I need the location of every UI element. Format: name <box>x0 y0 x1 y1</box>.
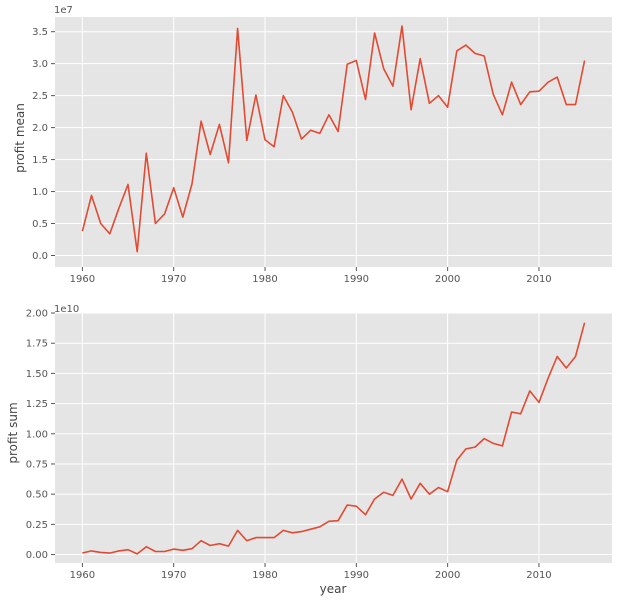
x-tick-label: 2000 <box>435 274 460 285</box>
profit-sum-line <box>82 322 586 555</box>
profit-sum-axis-label: profit sum <box>6 402 20 463</box>
y-tick-label: 2.0 <box>32 123 48 134</box>
y-tick-label: 0.00 <box>26 550 48 561</box>
x-tick-label: 1980 <box>252 570 277 581</box>
plot-area <box>55 17 612 267</box>
y-tick-label: 0.75 <box>26 459 48 470</box>
x-tick-label: 1990 <box>344 570 369 581</box>
x-tick-label: 1970 <box>161 274 186 285</box>
profit-mean-axis-label: profit mean <box>13 103 27 173</box>
y-tick-label: 0.50 <box>26 490 48 501</box>
plot-area <box>55 313 612 563</box>
y-tick-label: 1.0 <box>32 187 48 198</box>
y-tick-label: 1.50 <box>26 369 48 380</box>
y-tick-label: 1.00 <box>26 429 48 440</box>
y-tick-label: 2.5 <box>32 91 48 102</box>
profit-mean-chart: 1960 1970 1980 1990 2000 2010 0.0 0.5 1.0 1.5 2.0 2… <box>13 5 612 285</box>
y-tick-label: 1.25 <box>26 399 48 410</box>
x-tick-label: 1980 <box>252 274 277 285</box>
y-tick-label: 0.0 <box>32 251 48 262</box>
x-tick-label: 2000 <box>435 570 460 581</box>
y-tick-label: 0.25 <box>26 520 48 531</box>
year-axis-label: year <box>320 582 347 596</box>
x-tick-label: 1960 <box>70 274 95 285</box>
x-tick-label: 2010 <box>526 274 551 285</box>
y-tick-label: 2.00 <box>26 309 48 320</box>
y-tick-label: 3.0 <box>32 59 48 70</box>
profit-sum-chart: 1960 1970 1980 1990 2000 2010 0.00 0.25 0.50 0.75… <box>6 304 612 596</box>
x-tick-label: 1960 <box>70 570 95 581</box>
profit-mean-offset-label: 1e7 <box>54 5 73 16</box>
profit-mean-line <box>81 25 586 253</box>
y-tick-label: 1.5 <box>32 155 48 166</box>
profit-sum-offset-label: 1e10 <box>54 304 79 315</box>
x-tick-label: 1970 <box>161 570 186 581</box>
y-tick-label: 3.5 <box>32 27 48 38</box>
y-tick-label: 0.5 <box>32 219 48 230</box>
y-tick-label: 1.75 <box>26 339 48 350</box>
x-tick-label: 1990 <box>344 274 369 285</box>
x-tick-label: 2010 <box>526 570 551 581</box>
